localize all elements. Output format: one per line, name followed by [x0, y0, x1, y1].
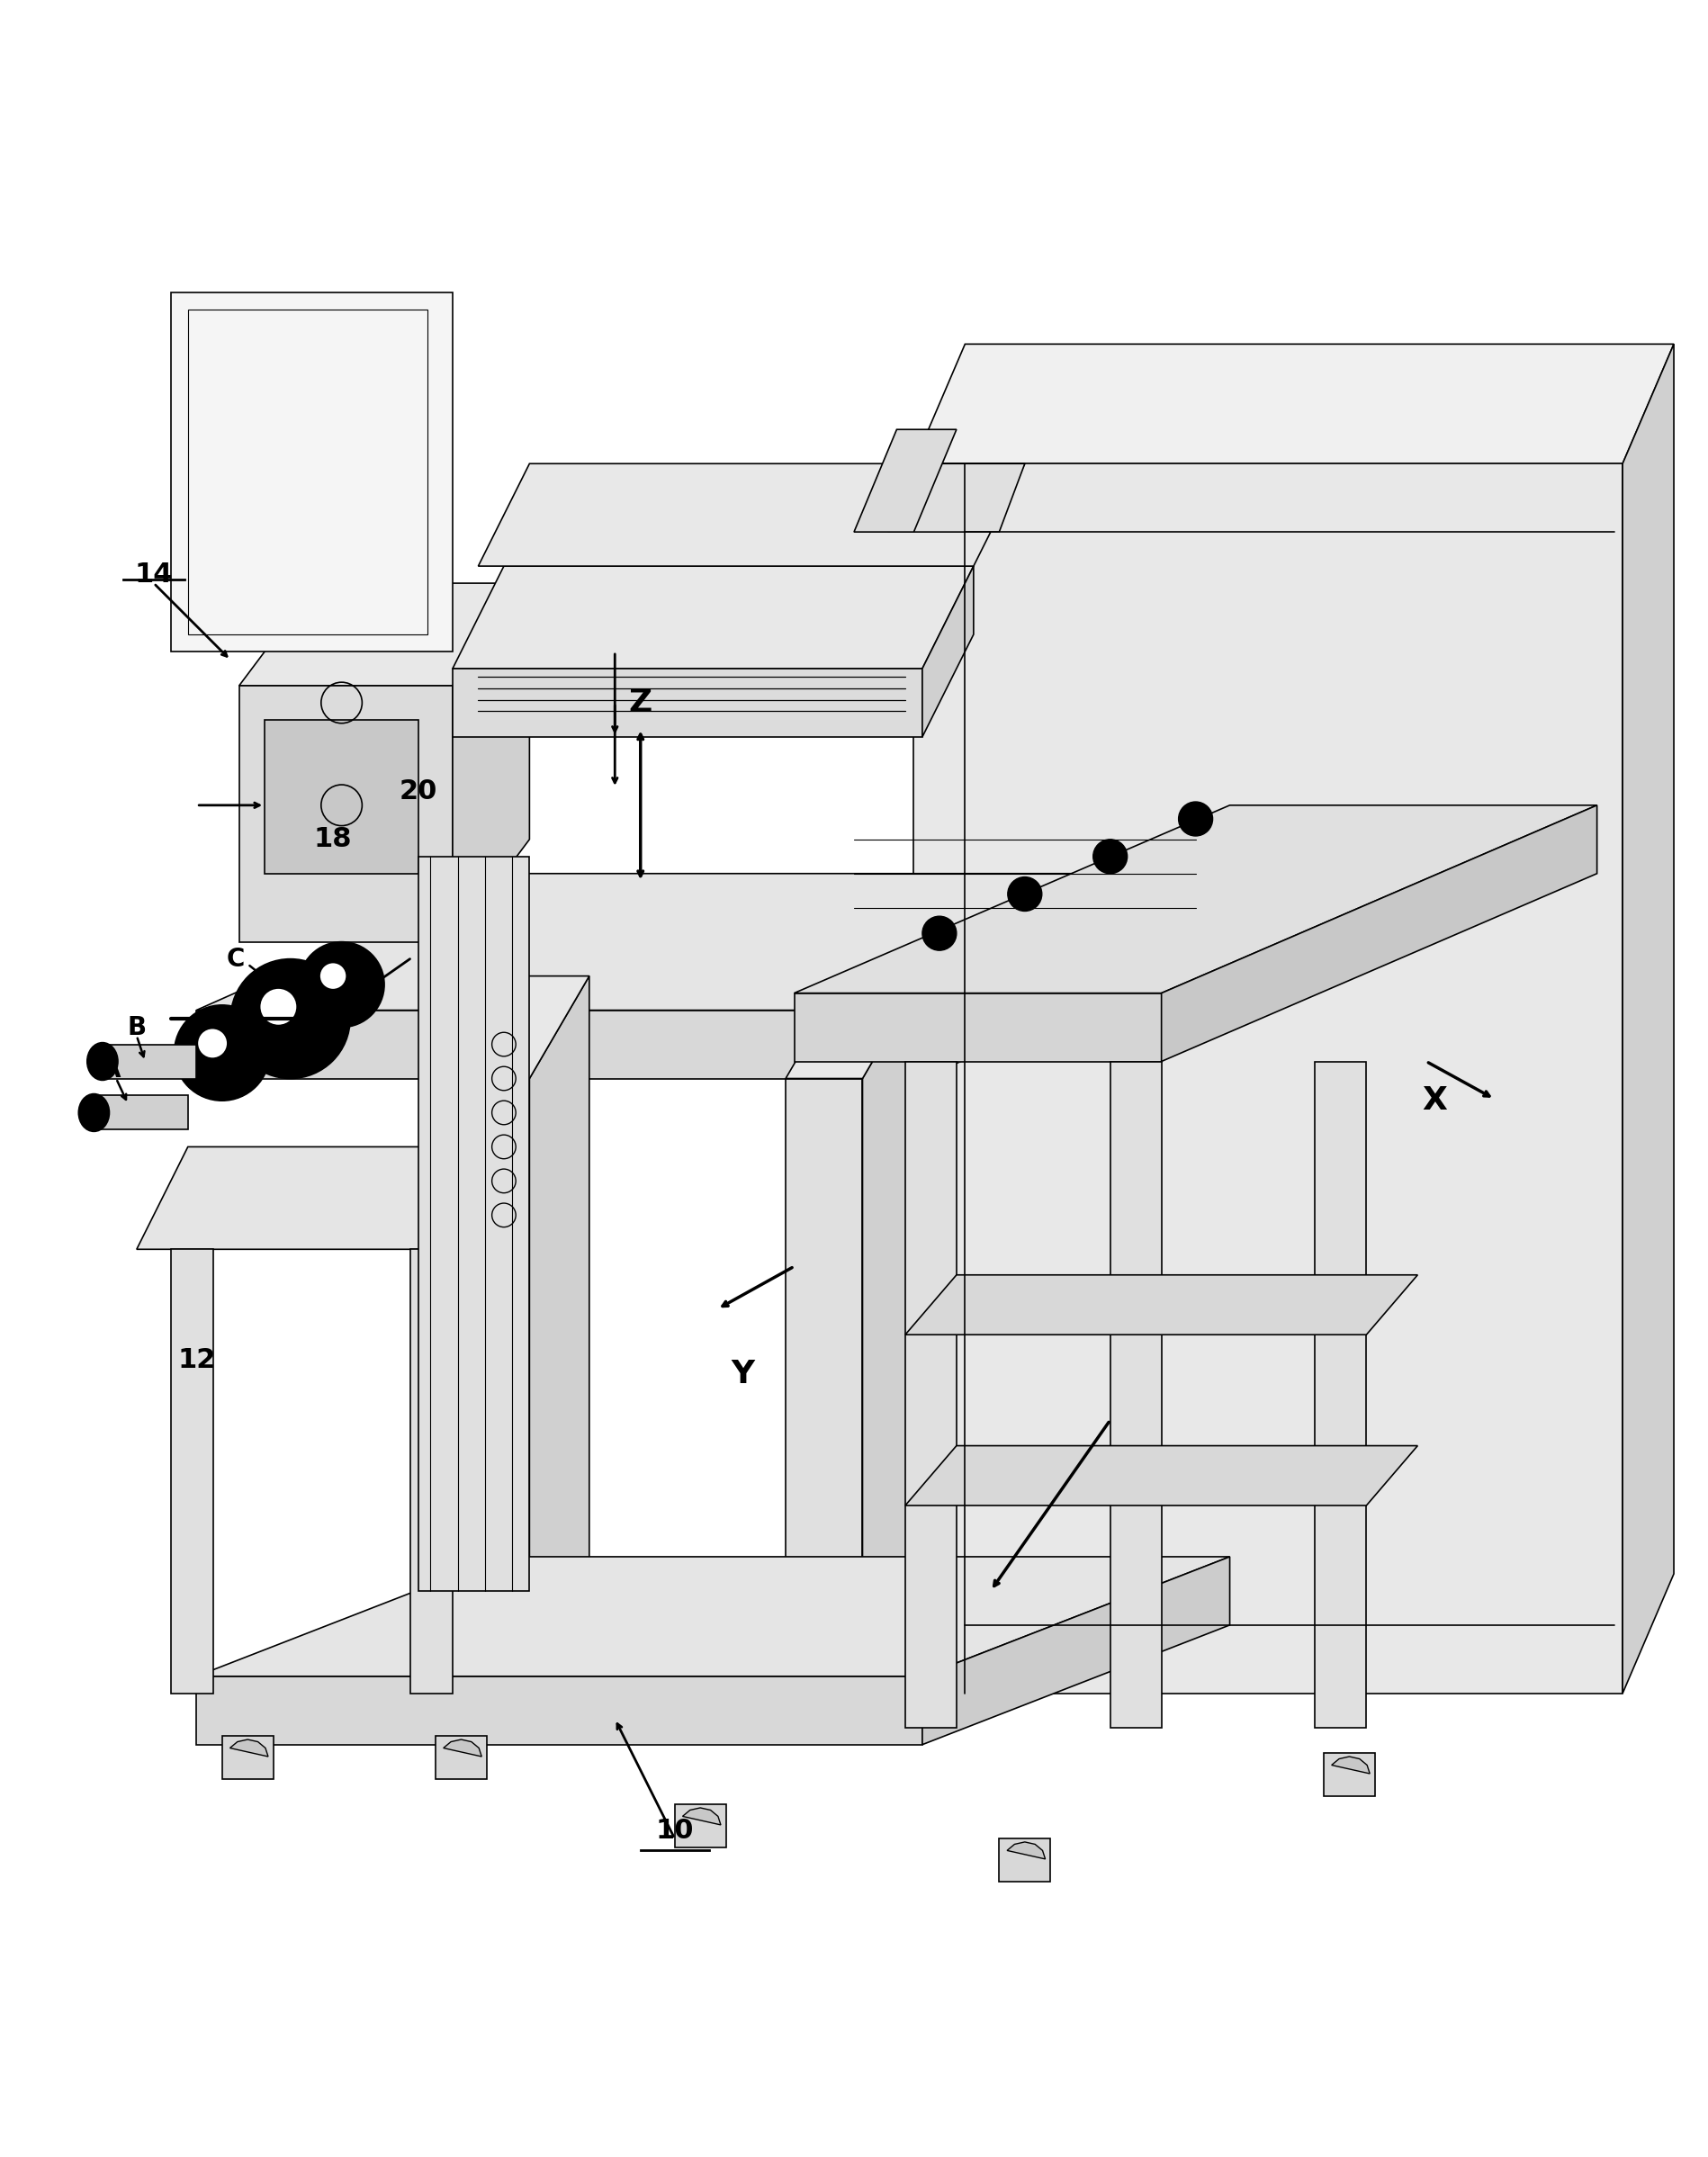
Circle shape: [1179, 802, 1213, 837]
Polygon shape: [922, 565, 974, 738]
Polygon shape: [1332, 1756, 1370, 1773]
Polygon shape: [854, 429, 956, 533]
Circle shape: [231, 960, 350, 1078]
Polygon shape: [786, 975, 922, 1078]
Polygon shape: [999, 1838, 1050, 1881]
Bar: [188, 311, 427, 634]
Polygon shape: [914, 464, 1623, 1693]
Polygon shape: [418, 856, 529, 1592]
Text: 10: 10: [656, 1818, 693, 1844]
Polygon shape: [863, 975, 922, 1728]
Polygon shape: [444, 1739, 482, 1756]
Polygon shape: [905, 1061, 956, 1728]
Polygon shape: [410, 1249, 453, 1693]
Polygon shape: [675, 1805, 726, 1846]
Polygon shape: [905, 1445, 1418, 1506]
Polygon shape: [222, 1736, 273, 1780]
Polygon shape: [1315, 1061, 1366, 1728]
Polygon shape: [1324, 1754, 1375, 1797]
Polygon shape: [453, 582, 529, 943]
Polygon shape: [196, 1557, 1230, 1676]
Polygon shape: [453, 565, 974, 669]
Polygon shape: [1110, 1061, 1161, 1728]
Polygon shape: [888, 464, 1025, 533]
Polygon shape: [1623, 345, 1674, 1693]
Polygon shape: [171, 293, 453, 651]
Polygon shape: [453, 1078, 529, 1728]
Text: A: A: [101, 1057, 121, 1083]
Circle shape: [299, 943, 384, 1027]
Polygon shape: [196, 874, 1230, 1009]
Polygon shape: [1008, 1842, 1045, 1859]
Ellipse shape: [87, 1042, 118, 1081]
Polygon shape: [683, 1808, 721, 1825]
Polygon shape: [196, 1009, 922, 1078]
Text: 12: 12: [178, 1348, 215, 1374]
Polygon shape: [137, 1148, 504, 1249]
Polygon shape: [905, 1275, 1418, 1335]
Bar: [265, 720, 418, 874]
Circle shape: [1008, 878, 1042, 910]
Text: Y: Y: [731, 1359, 755, 1389]
Polygon shape: [231, 1739, 268, 1756]
Text: Z: Z: [629, 688, 652, 718]
Text: X: X: [1423, 1085, 1447, 1115]
Circle shape: [198, 1029, 227, 1057]
Polygon shape: [453, 669, 922, 738]
Text: B: B: [126, 1014, 147, 1040]
Polygon shape: [239, 582, 529, 686]
Text: 14: 14: [135, 561, 173, 587]
Polygon shape: [94, 1096, 188, 1130]
Polygon shape: [196, 1676, 922, 1745]
Polygon shape: [453, 975, 589, 1078]
Polygon shape: [794, 992, 1161, 1061]
Polygon shape: [914, 345, 1674, 464]
Polygon shape: [239, 686, 453, 943]
Circle shape: [261, 988, 297, 1025]
Polygon shape: [478, 464, 1025, 565]
Polygon shape: [171, 1249, 214, 1693]
Circle shape: [922, 917, 956, 951]
Text: 20: 20: [400, 779, 437, 805]
Polygon shape: [529, 975, 589, 1728]
Polygon shape: [102, 1044, 196, 1078]
Circle shape: [321, 964, 345, 988]
Text: C: C: [227, 947, 244, 971]
Polygon shape: [436, 1736, 487, 1780]
Polygon shape: [794, 805, 1597, 992]
Circle shape: [1093, 839, 1127, 874]
Ellipse shape: [79, 1094, 109, 1132]
Polygon shape: [922, 1557, 1230, 1745]
Circle shape: [174, 1005, 270, 1100]
Polygon shape: [1161, 805, 1597, 1061]
Text: 18: 18: [314, 826, 352, 852]
Polygon shape: [786, 1078, 863, 1728]
Polygon shape: [922, 874, 1230, 1078]
